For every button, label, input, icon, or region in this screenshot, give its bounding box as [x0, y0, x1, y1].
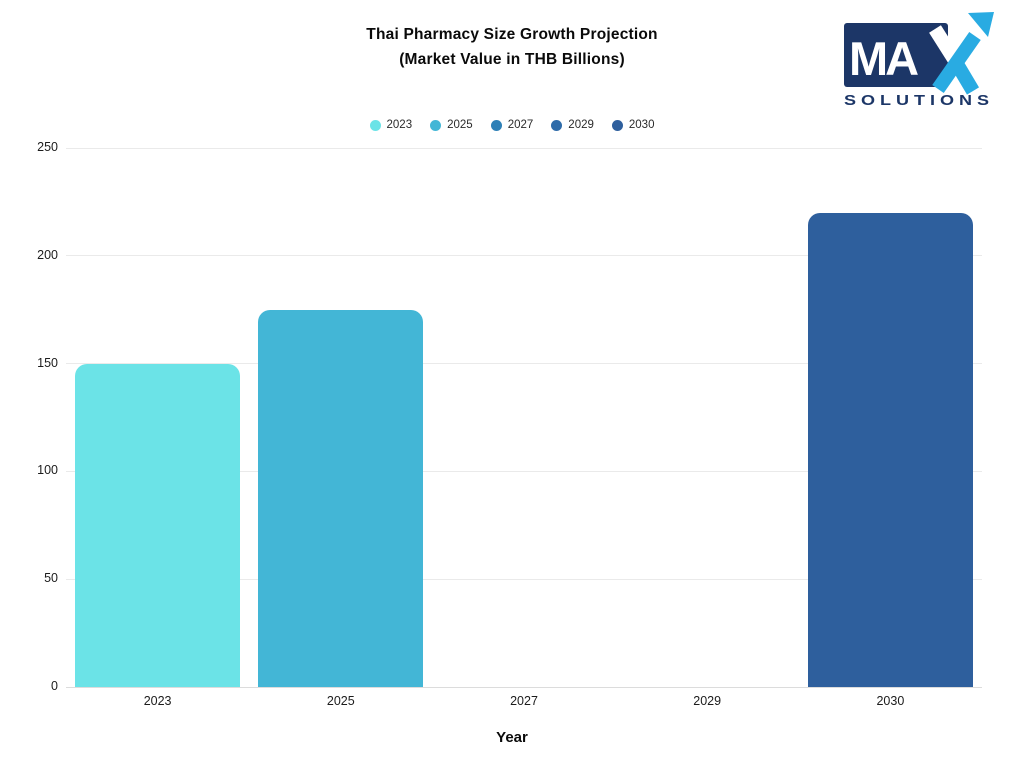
legend-item-2025: 2025: [430, 119, 473, 131]
bar-2023: [75, 363, 241, 687]
y-tick-label-100: 100: [37, 463, 58, 478]
legend-label: 2029: [568, 119, 594, 131]
gridline-100: [66, 470, 982, 472]
y-tick-label-200: 200: [37, 247, 58, 262]
x-tick-label-2023: 2023: [143, 694, 172, 708]
logo-arrow-x-icon: [929, 12, 994, 95]
legend-dot-icon: [430, 119, 442, 131]
bar-2030: [807, 212, 973, 687]
y-tick-label-250: 250: [37, 140, 58, 154]
legend-item-2029: 2029: [551, 119, 594, 131]
max-solutions-logo: MA SOLUTIONS: [844, 12, 994, 109]
legend-label: 2023: [386, 119, 413, 131]
logo-text-ma: MA: [849, 32, 918, 85]
gridline-0: [66, 686, 982, 688]
legend-label: 2030: [628, 119, 655, 131]
legend-item-2027: 2027: [490, 119, 534, 131]
legend-item-2023: 2023: [369, 119, 413, 131]
legend-item-2030: 2030: [611, 119, 655, 131]
y-tick-label-0: 0: [51, 679, 58, 693]
gridline-50: [66, 578, 982, 580]
legend-label: 2027: [507, 119, 534, 131]
legend-dot-icon: [369, 119, 381, 131]
x-tick-label-2025: 2025: [326, 694, 355, 708]
gridline-150: [66, 363, 982, 365]
legend-label: 2025: [447, 119, 473, 131]
x-tick-label-2030: 2030: [876, 694, 905, 708]
x-tick-label-2027: 2027: [510, 694, 538, 708]
logo-text-solutions: SOLUTIONS: [844, 93, 994, 109]
chart-title-line1: Thai Pharmacy Size Growth Projection: [366, 26, 658, 43]
chart-legend: 2023 2025 2027 2029 2030: [0, 119, 1024, 131]
chart-title: Thai Pharmacy Size Growth Projection (Ma…: [0, 22, 1024, 72]
gridline-200: [66, 255, 982, 257]
y-tick-label-50: 50: [44, 571, 58, 586]
chart-title-line2: (Market Value in THB Billions): [399, 51, 625, 68]
legend-dot-icon: [611, 119, 623, 131]
y-tick-label-150: 150: [37, 355, 58, 370]
legend-dot-icon: [490, 119, 502, 131]
gridline-250: [66, 147, 982, 149]
bar-2025: [258, 309, 424, 687]
x-tick-label-2029: 2029: [693, 694, 722, 708]
legend-dot-icon: [551, 119, 563, 131]
x-axis-title: Year: [496, 729, 528, 746]
logo-box: [844, 23, 948, 87]
